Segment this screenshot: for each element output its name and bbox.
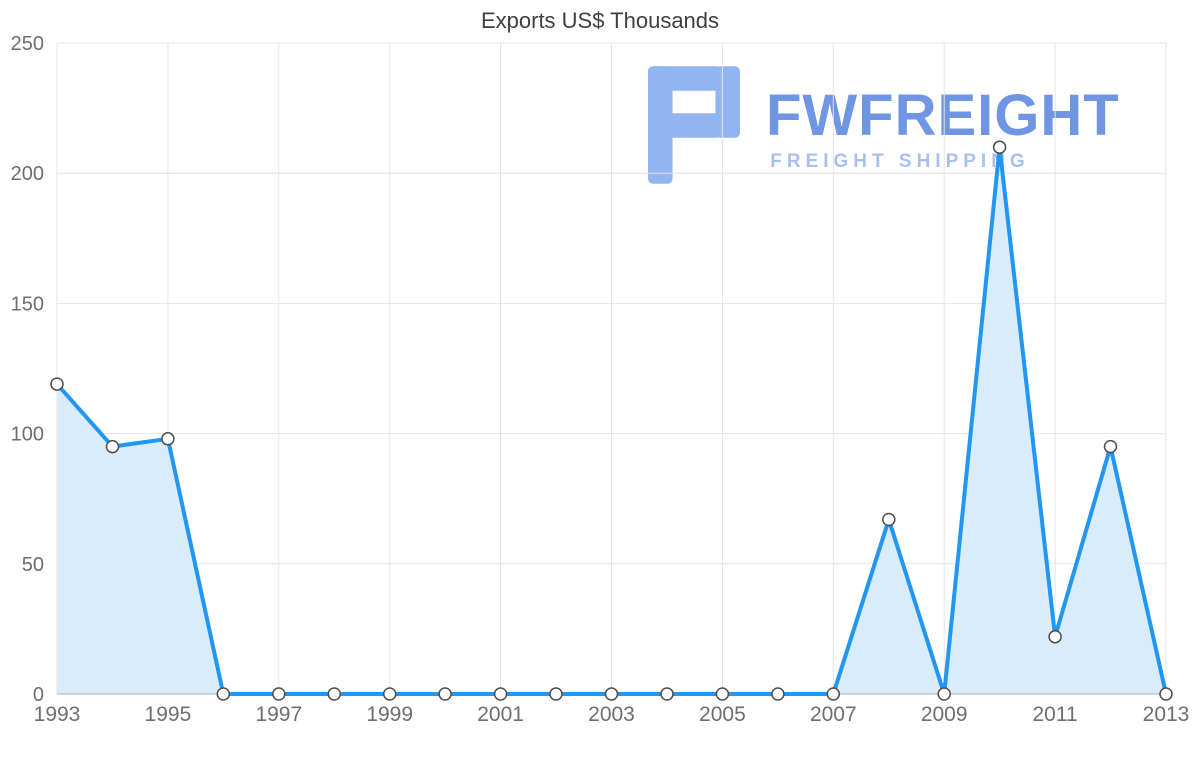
data-point-marker[interactable] — [105, 439, 120, 454]
data-point-marker[interactable] — [216, 687, 231, 701]
watermark-tagline: FREIGHT SHIPPING — [770, 150, 1030, 172]
watermark-brand: FWFREIGHT — [766, 83, 1120, 148]
data-point-marker[interactable] — [549, 687, 563, 701]
x-tick-label: 1997 — [255, 703, 302, 726]
x-tick-label: 2013 — [1143, 703, 1190, 726]
area-fill — [57, 147, 1166, 694]
data-point-marker[interactable] — [161, 432, 175, 446]
data-point-marker[interactable] — [715, 687, 730, 701]
watermark: FWFREIGHT FREIGHT SHIPPING — [648, 66, 1120, 184]
x-tick-label: 1995 — [145, 703, 192, 726]
y-tick-label: 200 — [11, 163, 44, 185]
data-point-marker[interactable] — [771, 687, 785, 701]
x-tick-label: 2005 — [699, 703, 746, 726]
data-point-marker[interactable] — [660, 687, 674, 701]
data-point-marker[interactable] — [1048, 629, 1062, 644]
data-point-marker[interactable] — [327, 687, 342, 701]
data-point-marker[interactable] — [272, 687, 286, 701]
x-tick-label: 1993 — [34, 703, 81, 726]
data-point-marker[interactable] — [826, 687, 841, 701]
x-tick-label: 2003 — [588, 703, 635, 726]
x-tick-label: 2009 — [921, 703, 968, 726]
data-point-marker[interactable] — [438, 687, 452, 701]
data-point-marker[interactable] — [493, 687, 508, 701]
y-tick-label: 0 — [33, 684, 44, 706]
x-tick-label: 2011 — [1033, 703, 1078, 726]
data-point-marker[interactable] — [992, 140, 1007, 154]
data-point-marker[interactable] — [1103, 439, 1118, 454]
fwfreight-logo-icon — [648, 66, 740, 184]
watermark-text: FWFREIGHT FREIGHT SHIPPING — [766, 83, 1120, 173]
y-tick-label: 250 — [11, 33, 44, 55]
data-point-marker[interactable] — [1159, 687, 1173, 701]
y-tick-label: 100 — [11, 424, 44, 446]
data-point-marker[interactable] — [604, 687, 619, 701]
chart-title: Exports US$ Thousands — [480, 8, 720, 33]
x-tick-label: 2007 — [810, 703, 857, 726]
x-tick-label: 1999 — [366, 703, 413, 726]
data-point-marker[interactable] — [382, 687, 397, 701]
x-tick-label: 2001 — [477, 703, 524, 726]
data-point-marker[interactable] — [50, 377, 64, 391]
y-tick-label: 150 — [11, 293, 44, 315]
data-point-marker[interactable] — [937, 687, 951, 701]
y-tick-label: 50 — [22, 554, 44, 576]
data-point-marker[interactable] — [882, 512, 896, 527]
